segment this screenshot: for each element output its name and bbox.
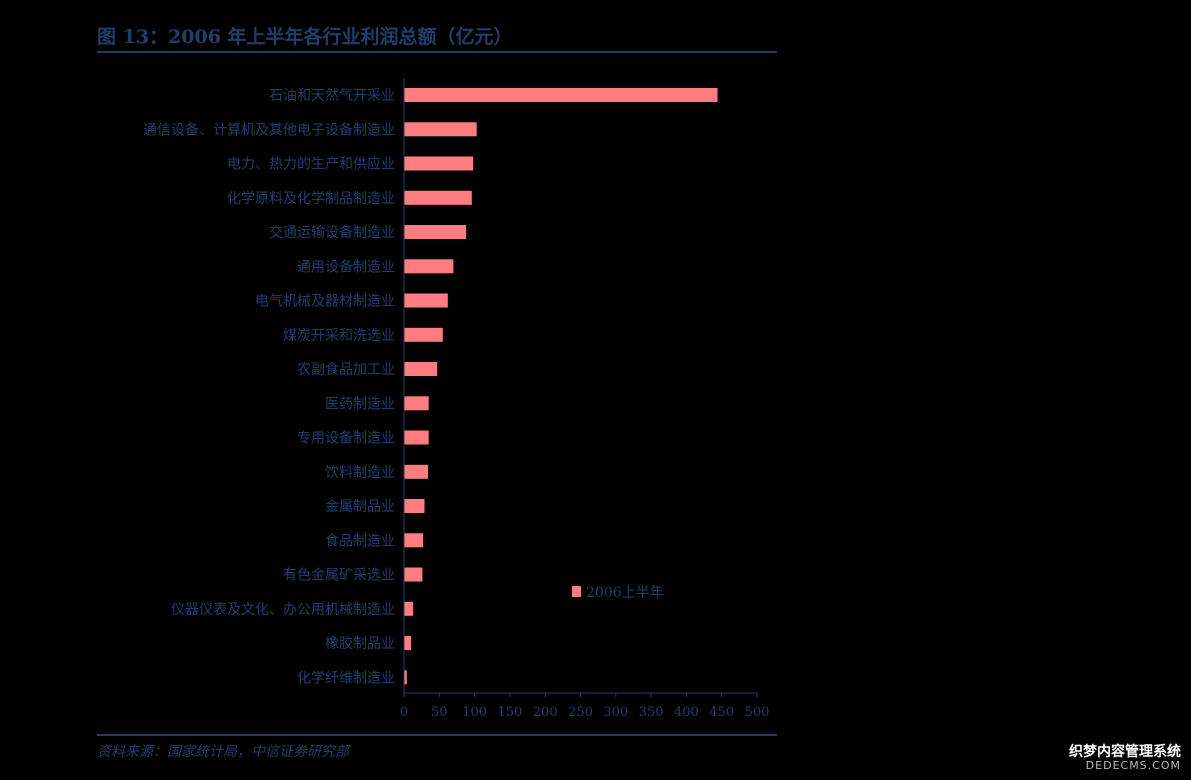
- category-label: 煤炭开采和洗选业: [283, 328, 395, 344]
- bar: [404, 430, 429, 445]
- category-label: 饮料制造业: [325, 465, 395, 481]
- x-axis: 0 50 100 150 200 250 300 350 400 450 500: [400, 78, 770, 720]
- x-tick-label: 150: [497, 705, 522, 720]
- category-label: 交通运输设备制造业: [269, 224, 395, 241]
- x-tick-label: 0: [400, 705, 408, 720]
- category-label: 电力、热力的生产和供应业: [227, 156, 395, 173]
- category-label: 通信设备、计算机及其他电子设备制造业: [143, 121, 395, 138]
- category-label: 电气机械及器材制造业: [255, 294, 395, 310]
- bar: [404, 464, 428, 479]
- category-label: 有色金属矿采选业: [283, 567, 395, 584]
- category-label: 医药制造业: [325, 396, 395, 412]
- legend: 2006上半年: [572, 585, 664, 601]
- x-tick-label: 300: [603, 705, 628, 720]
- category-label: 化学纤维制造业: [297, 670, 395, 686]
- bars: [404, 88, 718, 685]
- bar: [404, 156, 474, 171]
- category-label: 金属制品业: [325, 499, 395, 515]
- bar: [404, 190, 472, 205]
- watermark-line-2: DEDECMS.COM: [1085, 758, 1181, 772]
- bar: [404, 225, 467, 239]
- category-label: 通用设备制造业: [297, 258, 395, 275]
- footer-divider: [97, 734, 777, 736]
- x-tick-label: 100: [462, 705, 487, 720]
- category-label: 农副食品加工业: [297, 361, 395, 378]
- bar: [404, 396, 429, 411]
- source-note: 资料来源：国家统计局，中信证券研究部: [97, 744, 349, 760]
- bar: [404, 601, 414, 616]
- category-label: 橡胶制品业: [325, 635, 395, 652]
- bar: [404, 327, 443, 342]
- chart-title: 图 13：2006 年上半年各行业利润总额（亿元）: [97, 26, 513, 48]
- category-label: 石油和天然气开采业: [269, 87, 395, 104]
- x-tick-label: 50: [431, 705, 448, 720]
- bar: [404, 567, 423, 582]
- title-divider: [97, 51, 777, 53]
- bar: [404, 636, 412, 650]
- x-tick-label: 250: [568, 705, 593, 720]
- legend-swatch: [572, 586, 581, 597]
- bar: [404, 293, 448, 308]
- bar: [404, 499, 425, 513]
- x-tick-label: 400: [674, 705, 699, 720]
- category-label: 仪器仪表及文化、办公用机械制造业: [171, 602, 395, 618]
- x-tick-label: 350: [639, 705, 664, 720]
- category-label: 专用设备制造业: [297, 430, 395, 447]
- x-tick-label: 200: [533, 705, 558, 720]
- category-label: 食品制造业: [325, 532, 395, 549]
- x-tick-label: 500: [745, 705, 770, 720]
- watermark: 织梦内容管理系统 DEDECMS.COM: [1069, 743, 1181, 772]
- bar: [404, 670, 407, 685]
- bar: [404, 362, 438, 376]
- x-tick-label: 450: [709, 705, 734, 720]
- bar: [404, 533, 424, 548]
- watermark-line-1: 织梦内容管理系统: [1069, 743, 1181, 760]
- legend-label: 2006上半年: [586, 585, 664, 601]
- category-label: 化学原料及化学制品制造业: [227, 191, 395, 207]
- bar: [404, 122, 477, 137]
- category-labels: 石油和天然气开采业通信设备、计算机及其他电子设备制造业电力、热力的生产和供应业化…: [143, 87, 395, 686]
- bar: [404, 88, 718, 102]
- bar: [404, 259, 454, 274]
